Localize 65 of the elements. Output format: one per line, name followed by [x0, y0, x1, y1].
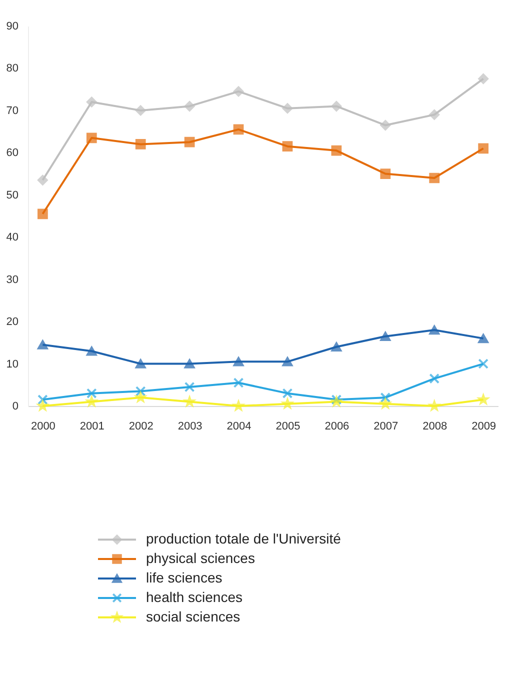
x-tick-label: 2007 — [374, 420, 398, 432]
point — [184, 101, 195, 112]
point — [331, 394, 342, 405]
point — [478, 74, 488, 84]
point — [86, 132, 97, 144]
point — [184, 382, 195, 392]
point — [429, 373, 440, 384]
point — [478, 358, 488, 369]
legend-label: life sciences — [146, 570, 222, 586]
legend-label: production totale de l'Université — [146, 530, 342, 547]
x-tick-label: 2003 — [178, 420, 202, 432]
point — [282, 357, 293, 366]
point — [429, 172, 440, 184]
x-tick-label: 2009 — [472, 420, 496, 432]
point — [282, 141, 293, 152]
point — [233, 124, 244, 135]
point — [38, 208, 48, 220]
point — [331, 145, 342, 156]
point — [233, 378, 244, 388]
point — [331, 342, 342, 352]
point — [184, 136, 195, 148]
x-tick-label: 2000 — [30, 420, 56, 432]
point — [282, 388, 293, 399]
point — [86, 388, 97, 399]
point — [86, 346, 97, 356]
point — [380, 168, 391, 179]
point — [135, 359, 146, 368]
legend-label: physical sciences — [146, 550, 255, 566]
point — [233, 357, 244, 366]
point — [233, 86, 244, 97]
point — [38, 394, 48, 405]
x-tick-label: 2008 — [422, 420, 448, 432]
x-tick-label: 2002 — [128, 420, 154, 432]
point — [429, 109, 440, 120]
point — [135, 139, 146, 150]
point — [135, 386, 146, 396]
y-tick-label: 90 — [6, 20, 18, 32]
point — [380, 392, 391, 403]
y-tick-label: 10 — [6, 358, 18, 370]
y-tick-label: 40 — [6, 232, 18, 244]
point — [478, 143, 488, 154]
point — [135, 105, 146, 116]
point — [38, 340, 48, 350]
legend-label: social sciences — [146, 608, 240, 624]
x-tick-label: 2004 — [226, 420, 252, 432]
y-tick-label: 20 — [6, 316, 18, 328]
point — [38, 174, 48, 186]
point — [282, 103, 293, 114]
y-tick-label: 0 — [12, 400, 18, 412]
point — [429, 325, 440, 335]
point — [380, 120, 391, 130]
point — [380, 332, 391, 341]
y-tick-label: 30 — [6, 274, 18, 286]
y-tick-label: 70 — [6, 104, 18, 117]
x-tick-label: 2006 — [324, 420, 350, 432]
y-tick-label: 60 — [6, 147, 18, 160]
y-tick-label: 80 — [6, 62, 18, 75]
x-tick-label: 2001 — [80, 420, 104, 432]
point — [478, 334, 488, 344]
point — [86, 96, 97, 108]
x-tick-label: 2005 — [276, 420, 300, 432]
y-tick-label: 50 — [6, 189, 18, 202]
point — [331, 101, 342, 112]
legend-label: health sciences — [146, 588, 243, 605]
point — [184, 359, 195, 368]
